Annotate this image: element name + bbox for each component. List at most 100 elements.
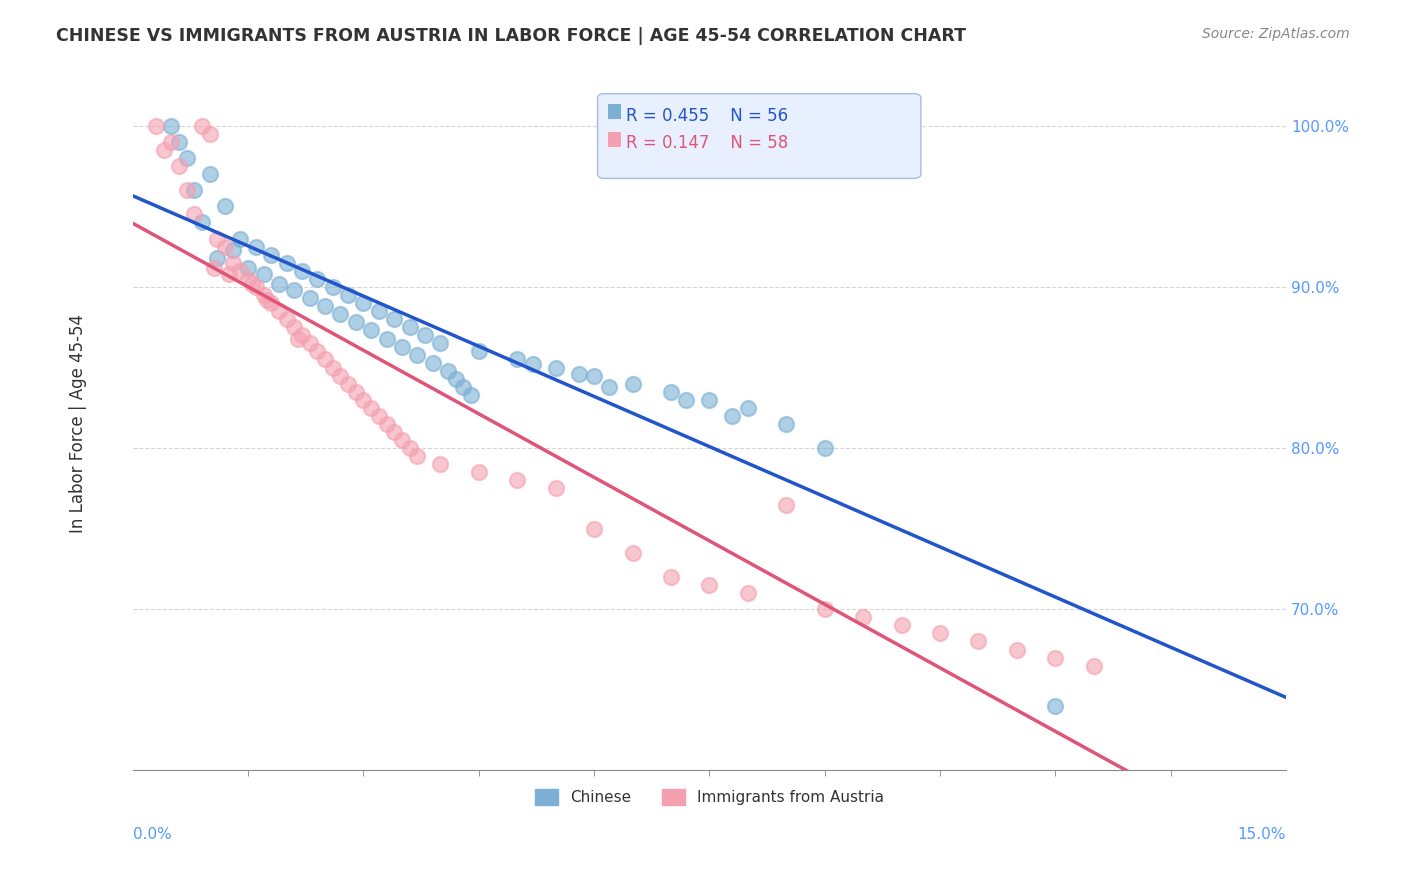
Point (367, 409, 389, 423)
Point (160, 119, 183, 133)
Point (360, 401, 382, 415)
Point (1045, 698, 1067, 713)
Point (422, 356, 444, 370)
Point (737, 401, 759, 415)
Point (621, 546, 644, 560)
Point (675, 392, 697, 407)
Point (413, 328, 436, 343)
Point (267, 277, 290, 291)
Point (191, 215, 214, 229)
Point (406, 449, 429, 463)
Text: CHINESE VS IMMIGRANTS FROM AUSTRIA IN LABOR FORCE | AGE 45-54 CORRELATION CHART: CHINESE VS IMMIGRANTS FROM AUSTRIA IN LA… (56, 27, 966, 45)
Point (659, 570, 682, 584)
Point (406, 348, 429, 362)
Text: R = 0.147    N = 58: R = 0.147 N = 58 (626, 134, 787, 152)
Point (218, 267, 240, 281)
Point (775, 498, 797, 512)
Point (337, 288, 360, 302)
Point (207, 251, 229, 265)
Point (337, 376, 360, 391)
Point (391, 340, 413, 354)
Point (506, 473, 529, 487)
Point (360, 323, 382, 337)
Point (167, 135, 190, 149)
Point (276, 256, 298, 270)
Point (198, 167, 221, 181)
Point (375, 332, 398, 346)
Point (522, 357, 544, 371)
Point (183, 207, 205, 221)
Point (699, 578, 721, 592)
Point (353, 296, 375, 310)
Point (245, 240, 267, 254)
Point (222, 256, 245, 270)
Point (207, 231, 229, 245)
Point (260, 248, 283, 262)
Point (322, 280, 344, 294)
Point (260, 296, 283, 310)
Text: Source: ZipAtlas.com: Source: ZipAtlas.com (1202, 27, 1350, 41)
Point (453, 380, 475, 394)
Point (375, 417, 398, 431)
Point (468, 344, 491, 359)
Point (437, 364, 460, 378)
Point (1005, 642, 1028, 657)
Point (167, 159, 190, 173)
Point (198, 127, 221, 141)
Point (775, 417, 797, 431)
Point (229, 231, 252, 245)
Point (176, 151, 198, 165)
Point (398, 441, 420, 455)
Point (398, 320, 420, 334)
Y-axis label: In Labor Force | Age 45-54: In Labor Force | Age 45-54 (69, 314, 87, 533)
Text: R = 0.455    N = 56: R = 0.455 N = 56 (626, 107, 787, 125)
Point (222, 243, 245, 257)
Point (314, 299, 336, 313)
Point (298, 336, 321, 351)
Point (276, 312, 298, 326)
Point (191, 119, 214, 133)
Point (353, 392, 375, 407)
Point (314, 352, 336, 367)
Point (344, 315, 367, 329)
Point (506, 352, 529, 367)
Point (967, 634, 990, 648)
Point (444, 372, 467, 386)
Point (322, 360, 344, 375)
Point (252, 288, 274, 302)
Point (568, 367, 591, 381)
Point (391, 433, 413, 447)
Point (852, 610, 875, 624)
Point (183, 183, 205, 197)
Point (1083, 658, 1105, 673)
Point (236, 260, 259, 275)
Point (598, 380, 620, 394)
Point (814, 602, 837, 616)
Point (329, 368, 352, 383)
Point (544, 360, 567, 375)
Point (202, 260, 225, 275)
Point (814, 441, 837, 455)
Point (145, 119, 167, 133)
Point (659, 384, 682, 399)
Point (245, 280, 267, 294)
Point (176, 183, 198, 197)
Point (152, 143, 174, 157)
Point (229, 264, 252, 278)
Point (298, 291, 321, 305)
Text: 0.0%: 0.0% (132, 827, 172, 842)
Point (429, 457, 451, 471)
Point (721, 409, 744, 423)
Point (890, 618, 912, 632)
Point (329, 307, 352, 321)
Point (256, 293, 278, 307)
Point (583, 368, 606, 383)
Point (291, 328, 314, 343)
Point (252, 267, 274, 281)
Point (283, 320, 305, 334)
Point (460, 388, 482, 402)
Point (382, 312, 405, 326)
Point (291, 264, 314, 278)
Point (1045, 650, 1067, 665)
Point (267, 304, 290, 318)
